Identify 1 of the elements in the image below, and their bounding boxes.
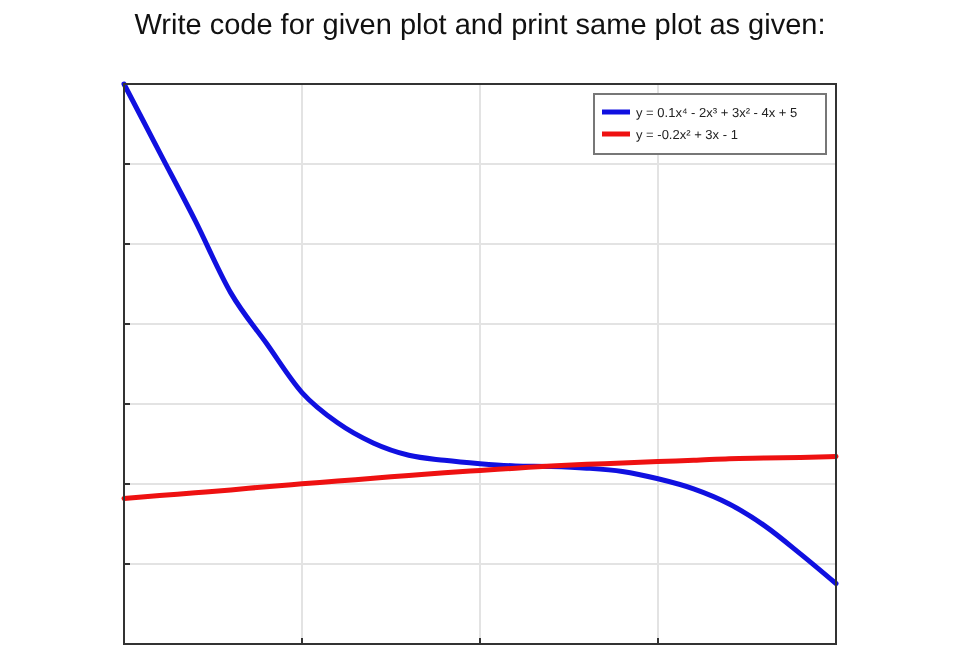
chart-title: Write code for given plot and print same plot as given: bbox=[134, 10, 826, 42]
